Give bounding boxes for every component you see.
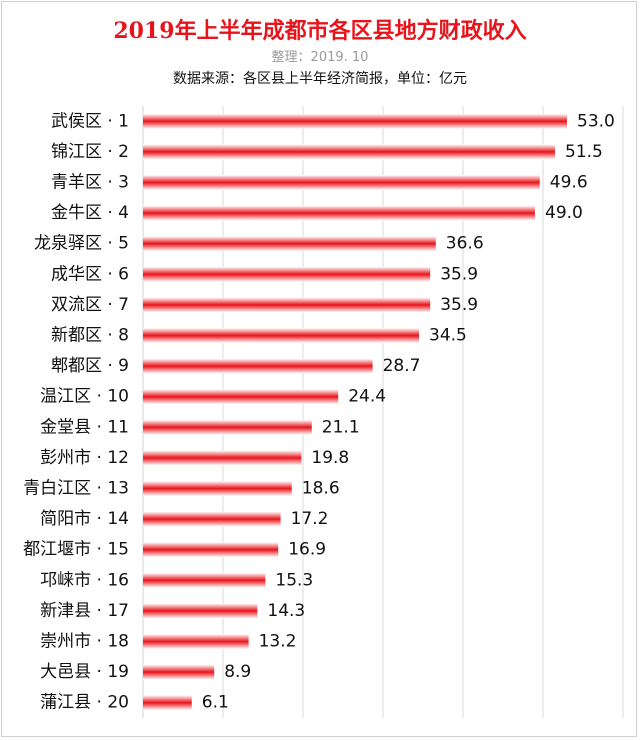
- bar: [143, 664, 215, 680]
- data-label: 13.2: [259, 632, 297, 652]
- category-label: 蒲江县 · 20: [40, 693, 129, 713]
- chart-source-note: 数据来源：各区县上半年经济简报，单位：亿元: [173, 71, 467, 87]
- data-label: 15.3: [275, 570, 313, 590]
- gridlines: [142, 106, 624, 718]
- bar: [143, 572, 266, 588]
- bar: [143, 481, 292, 496]
- category-label: 温江区 · 10: [40, 387, 129, 407]
- data-label: 6.1: [202, 693, 229, 713]
- category-label: 锦江区 · 2: [51, 142, 129, 162]
- bar: [143, 328, 419, 343]
- bar: [143, 450, 302, 466]
- bar: [143, 695, 192, 711]
- data-label: 16.9: [288, 540, 326, 560]
- bar: [143, 144, 555, 160]
- data-label: 8.9: [224, 662, 251, 682]
- category-label: 邛崃市 · 16: [40, 570, 129, 590]
- category-label: 简阳市 · 14: [40, 509, 129, 529]
- data-label: 24.4: [348, 387, 386, 407]
- bar: [143, 603, 258, 619]
- data-label: 34.5: [429, 326, 467, 346]
- bar: [143, 266, 431, 282]
- data-label: 17.2: [291, 509, 329, 529]
- data-label: 14.3: [267, 601, 305, 621]
- category-label: 新都区 · 8: [51, 326, 129, 346]
- category-label: 金牛区 · 4: [51, 203, 129, 223]
- bar: [143, 297, 431, 313]
- data-label: 51.5: [565, 142, 603, 162]
- bar: [143, 113, 567, 129]
- bar: [143, 358, 373, 374]
- category-label: 龙泉驿区 · 5: [34, 234, 129, 254]
- category-label: 大邑县 · 19: [40, 662, 129, 682]
- category-label: 彭州市 · 12: [40, 448, 129, 468]
- bar: [143, 634, 249, 649]
- data-label: 35.9: [440, 295, 478, 315]
- value-labels: 53.0 51.5 49.6 49.0 36.6 35.9 35.9 34.5 28.7 24.4…: [202, 111, 615, 712]
- category-label: 新津县 · 17: [40, 601, 129, 621]
- category-label: 武侯区 · 1: [51, 111, 129, 131]
- data-label: 35.9: [440, 264, 478, 284]
- data-label: 18.6: [302, 479, 340, 499]
- data-label: 36.6: [446, 234, 484, 254]
- data-label: 21.1: [322, 417, 360, 437]
- bar: [143, 419, 312, 435]
- category-label: 成华区 · 6: [51, 264, 129, 284]
- bar: [143, 175, 540, 190]
- chart-title: 2019年上半年成都市各区县地方财政收入: [113, 18, 527, 44]
- category-label: 金堂县 · 11: [40, 417, 129, 437]
- category-label: 青白江区 · 13: [23, 479, 129, 499]
- category-label: 崇州市 · 18: [40, 632, 129, 652]
- bar: [143, 389, 339, 405]
- category-label: 青羊区 · 3: [51, 173, 129, 193]
- bar: [143, 511, 281, 527]
- bars: [143, 113, 567, 711]
- data-label: 53.0: [577, 111, 615, 131]
- bar: [143, 205, 535, 221]
- category-label: 双流区 · 7: [51, 295, 129, 315]
- data-label: 49.0: [545, 203, 583, 223]
- bar: [143, 542, 279, 558]
- chart-subtitle: 整理：2019. 10: [271, 50, 369, 65]
- category-label: 都江堰市 · 15: [23, 540, 129, 560]
- data-label: 19.8: [311, 448, 349, 468]
- category-label: 郫都区 · 9: [51, 356, 129, 376]
- category-labels: 武侯区 · 1 锦江区 · 2 青羊区 · 3 金牛区 · 4 龙泉驿区 · 5 成华区 …: [23, 111, 129, 712]
- bar: [143, 236, 436, 252]
- data-label: 49.6: [550, 173, 588, 193]
- data-label: 28.7: [383, 356, 421, 376]
